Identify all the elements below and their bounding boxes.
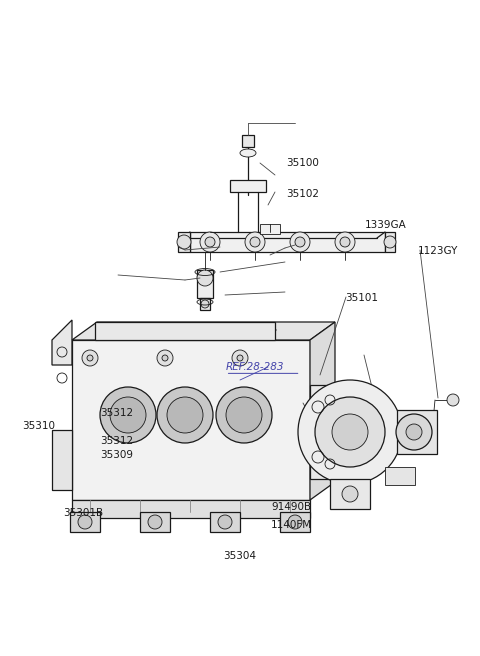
Circle shape (396, 414, 432, 450)
Ellipse shape (116, 327, 128, 333)
Text: 35309: 35309 (100, 449, 133, 460)
Circle shape (197, 270, 213, 286)
Bar (140, 512, 170, 532)
Circle shape (218, 515, 232, 529)
Bar (95, 322, 275, 340)
Text: 35301B: 35301B (63, 508, 103, 518)
Bar (70, 512, 100, 532)
Circle shape (340, 237, 350, 247)
Bar (197, 270, 213, 298)
Circle shape (162, 355, 168, 361)
Bar (310, 385, 340, 479)
Text: 1339GA: 1339GA (365, 220, 407, 230)
Circle shape (384, 236, 396, 248)
Text: 35100: 35100 (286, 157, 319, 168)
Circle shape (447, 394, 459, 406)
Circle shape (201, 300, 209, 308)
Circle shape (335, 232, 355, 252)
Text: REF.28-283: REF.28-283 (226, 362, 284, 373)
Text: 1123GY: 1123GY (418, 245, 458, 256)
Circle shape (216, 387, 272, 443)
Circle shape (406, 424, 422, 440)
Bar (385, 232, 395, 252)
Circle shape (177, 235, 191, 249)
Ellipse shape (191, 327, 203, 333)
Text: 35304: 35304 (224, 551, 256, 561)
Bar (200, 298, 210, 310)
Circle shape (110, 397, 146, 433)
Bar (242, 135, 254, 147)
Circle shape (342, 486, 358, 502)
Circle shape (78, 515, 92, 529)
Bar (52, 430, 72, 490)
Ellipse shape (264, 327, 276, 333)
Polygon shape (52, 320, 72, 365)
Text: 35310: 35310 (22, 421, 55, 432)
Polygon shape (72, 322, 335, 340)
Bar (178, 232, 190, 252)
Circle shape (288, 515, 302, 529)
Bar (260, 224, 280, 234)
Circle shape (157, 387, 213, 443)
Text: 1140FM: 1140FM (271, 520, 312, 530)
Circle shape (226, 397, 262, 433)
Circle shape (250, 237, 260, 247)
Bar (210, 512, 240, 532)
Circle shape (298, 380, 402, 484)
Text: 35101: 35101 (346, 293, 379, 304)
Circle shape (315, 397, 385, 467)
Circle shape (200, 232, 220, 252)
Text: 35312: 35312 (100, 436, 133, 446)
Circle shape (237, 355, 243, 361)
Text: 35312: 35312 (100, 407, 133, 418)
Polygon shape (310, 322, 335, 500)
Circle shape (148, 515, 162, 529)
Bar (72, 340, 310, 500)
Circle shape (167, 397, 203, 433)
Circle shape (205, 237, 215, 247)
Circle shape (232, 350, 248, 366)
Bar (230, 180, 266, 192)
Ellipse shape (240, 149, 256, 157)
Circle shape (295, 237, 305, 247)
Bar (190, 232, 385, 252)
Bar (72, 500, 310, 518)
Bar (330, 479, 370, 509)
Circle shape (290, 232, 310, 252)
Bar (280, 512, 310, 532)
Bar (385, 467, 415, 485)
Circle shape (87, 355, 93, 361)
Circle shape (100, 387, 156, 443)
Circle shape (82, 350, 98, 366)
Circle shape (332, 414, 368, 450)
Circle shape (157, 350, 173, 366)
Bar (397, 410, 437, 454)
Text: 35102: 35102 (286, 189, 319, 199)
Text: 91490B: 91490B (271, 502, 312, 512)
Circle shape (245, 232, 265, 252)
